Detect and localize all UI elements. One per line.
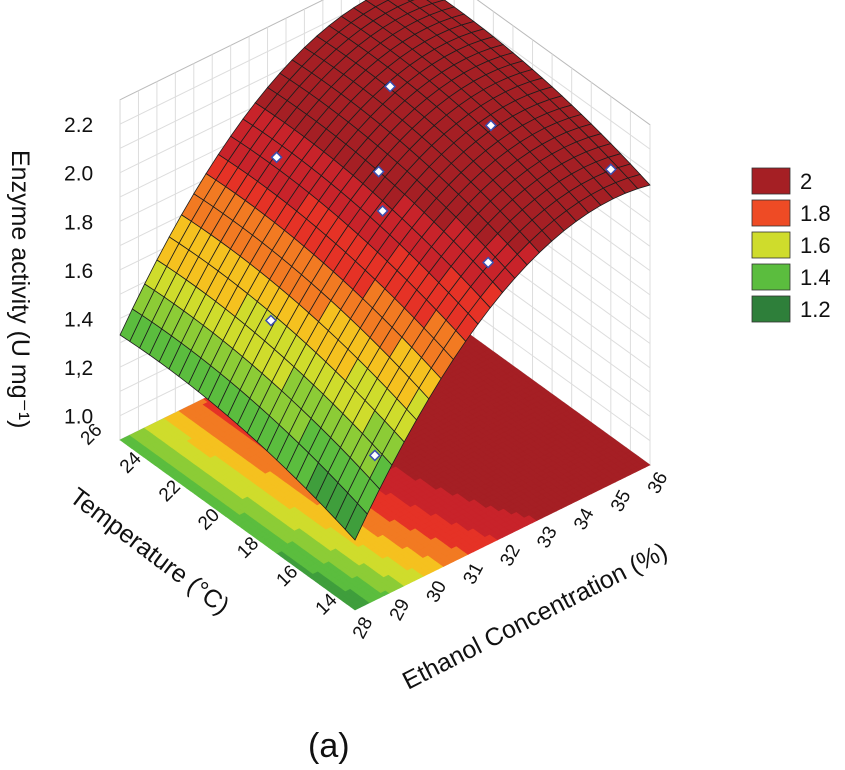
z-tick-label: 1.6: [64, 260, 93, 283]
legend-label: 1.2: [800, 297, 831, 322]
z-axis-title: Enzyme activity (U mg⁻¹): [6, 150, 34, 429]
legend: 2 1.8 1.6 1.4 1.2: [751, 167, 831, 323]
legend-label: 2: [800, 169, 812, 194]
y-tick-label: 33: [533, 523, 561, 552]
z-tick-label: 1,2: [64, 357, 93, 380]
y-tick-label: 34: [570, 505, 599, 534]
y-tick-label: 29: [386, 596, 414, 625]
y-tick-label: 30: [423, 578, 451, 607]
legend-label: 1.6: [800, 233, 831, 258]
legend-swatch: [751, 295, 791, 323]
y-tick-label: 31: [459, 559, 487, 588]
y-tick-label: 32: [496, 541, 524, 570]
legend-swatch: [751, 167, 791, 195]
legend-swatch: [751, 263, 791, 291]
z-tick-label: 2.0: [64, 163, 93, 186]
z-tick-label: 1.8: [64, 211, 93, 234]
legend-swatch: [751, 199, 791, 227]
legend-label: 1.4: [800, 265, 831, 290]
y-tick-label: 35: [607, 487, 635, 516]
caption: (a): [308, 727, 350, 765]
y-tick-label: 36: [644, 469, 672, 498]
y-tick-label: 28: [349, 614, 377, 643]
legend-swatch: [751, 231, 791, 259]
z-tick-label: 2.2: [64, 114, 93, 137]
legend-label: 1.8: [800, 201, 831, 226]
z-tick-label: 1.4: [64, 308, 94, 331]
